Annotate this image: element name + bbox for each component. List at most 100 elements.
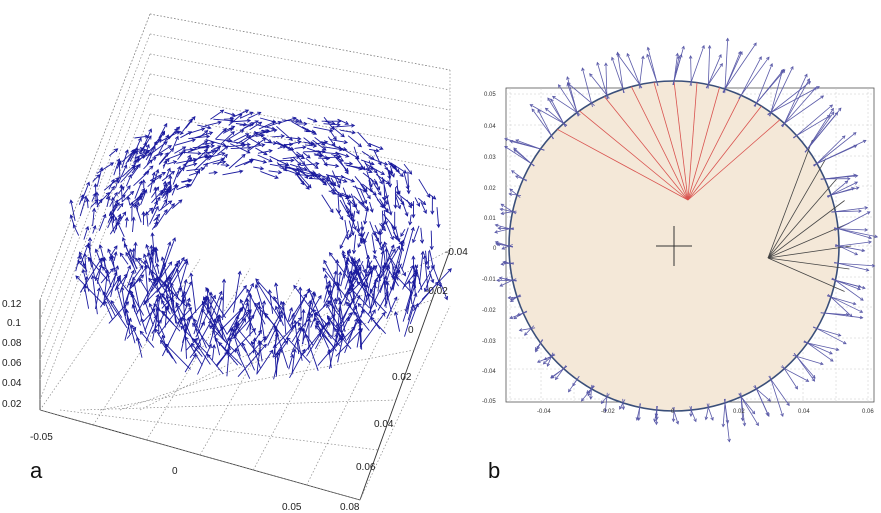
vector-arrow — [359, 312, 386, 347]
vector-arrow-head — [219, 109, 225, 114]
vector-arrow — [207, 354, 224, 375]
boundary-arrow — [501, 262, 514, 265]
vector-arrow — [399, 194, 413, 206]
vector-arrow — [322, 146, 343, 151]
vector-arrow-head — [254, 120, 259, 125]
vector-arrow-head — [201, 308, 206, 313]
boundary-arrow — [689, 406, 697, 422]
boundary-arrow — [724, 398, 730, 442]
vector-arrow — [379, 223, 386, 231]
vector-arrow-head — [331, 120, 336, 126]
vector-arrow — [185, 116, 196, 129]
vector-arrow-head — [375, 237, 379, 243]
vector-arrow-head — [135, 257, 139, 262]
panel-a-z-ticks: 0.12 0.1 0.08 0.06 0.04 0.02 — [2, 299, 22, 410]
vector-arrow-head — [341, 249, 346, 255]
vector-arrow — [126, 327, 137, 339]
vector-arrow-head — [117, 161, 122, 166]
vector-arrow — [222, 279, 225, 321]
vector-arrow-head — [121, 194, 126, 199]
vector-arrow — [250, 158, 267, 163]
boundary-arrow — [654, 406, 658, 422]
vector-arrow-head — [373, 265, 378, 270]
vector-arrow — [335, 157, 344, 162]
vector-arrow-head — [411, 214, 416, 219]
vector-arrow — [186, 168, 205, 172]
vector-arrow — [144, 260, 149, 303]
vector-arrow-head — [371, 309, 376, 314]
vector-arrow-head — [181, 149, 186, 154]
vector-arrow — [323, 151, 339, 155]
y-tick: -0.03 — [482, 339, 496, 345]
vector-arrow-head — [164, 305, 169, 310]
vector-arrow — [215, 128, 227, 140]
boundary-arrow — [754, 385, 770, 417]
vector-arrow — [365, 267, 374, 302]
boundary-arrow-head — [675, 52, 679, 57]
vector-arrow-head — [332, 181, 336, 187]
vector-arrow-head — [250, 122, 255, 126]
box-grid-line — [149, 33, 451, 91]
vector-arrow-head — [149, 251, 155, 256]
boundary-arrow-head — [617, 53, 621, 58]
vector-arrow-head — [117, 274, 121, 280]
vector-arrow-head — [143, 264, 148, 270]
boundary-arrow-head — [654, 413, 659, 418]
vector-arrow — [264, 121, 282, 128]
vector-arrow-head — [375, 148, 380, 153]
vector-arrow-head — [150, 232, 155, 237]
vector-arrow — [243, 122, 255, 129]
vector-arrow-head — [221, 160, 227, 165]
boundary-arrow-head — [513, 147, 517, 151]
boundary-arrow — [769, 70, 783, 117]
vector-arrow-head — [287, 146, 293, 151]
vector-arrow-head — [349, 216, 354, 221]
boundary-arrow — [793, 104, 833, 139]
vector-arrow — [165, 168, 171, 179]
floor-grid-line — [93, 259, 201, 426]
boundary-arrow-head — [737, 50, 742, 55]
vector-arrow — [235, 123, 247, 126]
red-ray — [653, 82, 689, 201]
vector-arrow-head — [384, 247, 389, 252]
vector-arrow-head — [205, 287, 210, 292]
vector-arrow-head — [182, 322, 188, 328]
y-tick: 0.02 — [392, 372, 412, 383]
vector-arrow — [181, 151, 201, 154]
vector-arrow — [159, 189, 169, 196]
vector-arrow — [249, 129, 269, 139]
vector-arrow-head — [172, 160, 178, 165]
vector-arrow — [248, 111, 261, 119]
vector-arrow — [232, 271, 241, 313]
vector-arrow-head — [370, 156, 375, 160]
vector-arrow-head — [135, 156, 140, 161]
vector-arrow — [199, 130, 208, 138]
vector-arrow-head — [137, 137, 142, 142]
vector-arrow — [340, 249, 351, 287]
vector-arrow-head — [373, 169, 378, 174]
vector-arrow-head — [334, 163, 340, 168]
vector-arrow-head — [285, 162, 290, 166]
vector-arrow — [110, 211, 115, 232]
vector-arrow — [335, 317, 350, 347]
vector-arrow — [134, 181, 143, 199]
vector-arrow-head — [311, 290, 316, 296]
vector-arrow-head — [281, 301, 286, 306]
vector-arrow-head — [124, 308, 129, 313]
vector-arrow-head — [85, 197, 90, 203]
vector-arrow — [282, 301, 287, 334]
vector-arrow-head — [436, 223, 441, 229]
vector-arrow-head — [303, 121, 308, 126]
vector-arrow — [161, 317, 182, 357]
boundary-arrow-head — [513, 315, 518, 320]
vector-arrow-head — [257, 111, 262, 116]
vector-arrow — [153, 214, 160, 222]
vector-arrow-head — [393, 264, 398, 270]
boundary-arrow-head — [626, 52, 630, 57]
boundary-arrow — [673, 406, 675, 422]
vector-arrow — [351, 256, 361, 276]
vector-arrow — [194, 156, 210, 171]
vector-arrow — [70, 214, 75, 227]
boundary-arrow-head — [865, 268, 870, 272]
vector-arrow-head — [114, 199, 118, 204]
